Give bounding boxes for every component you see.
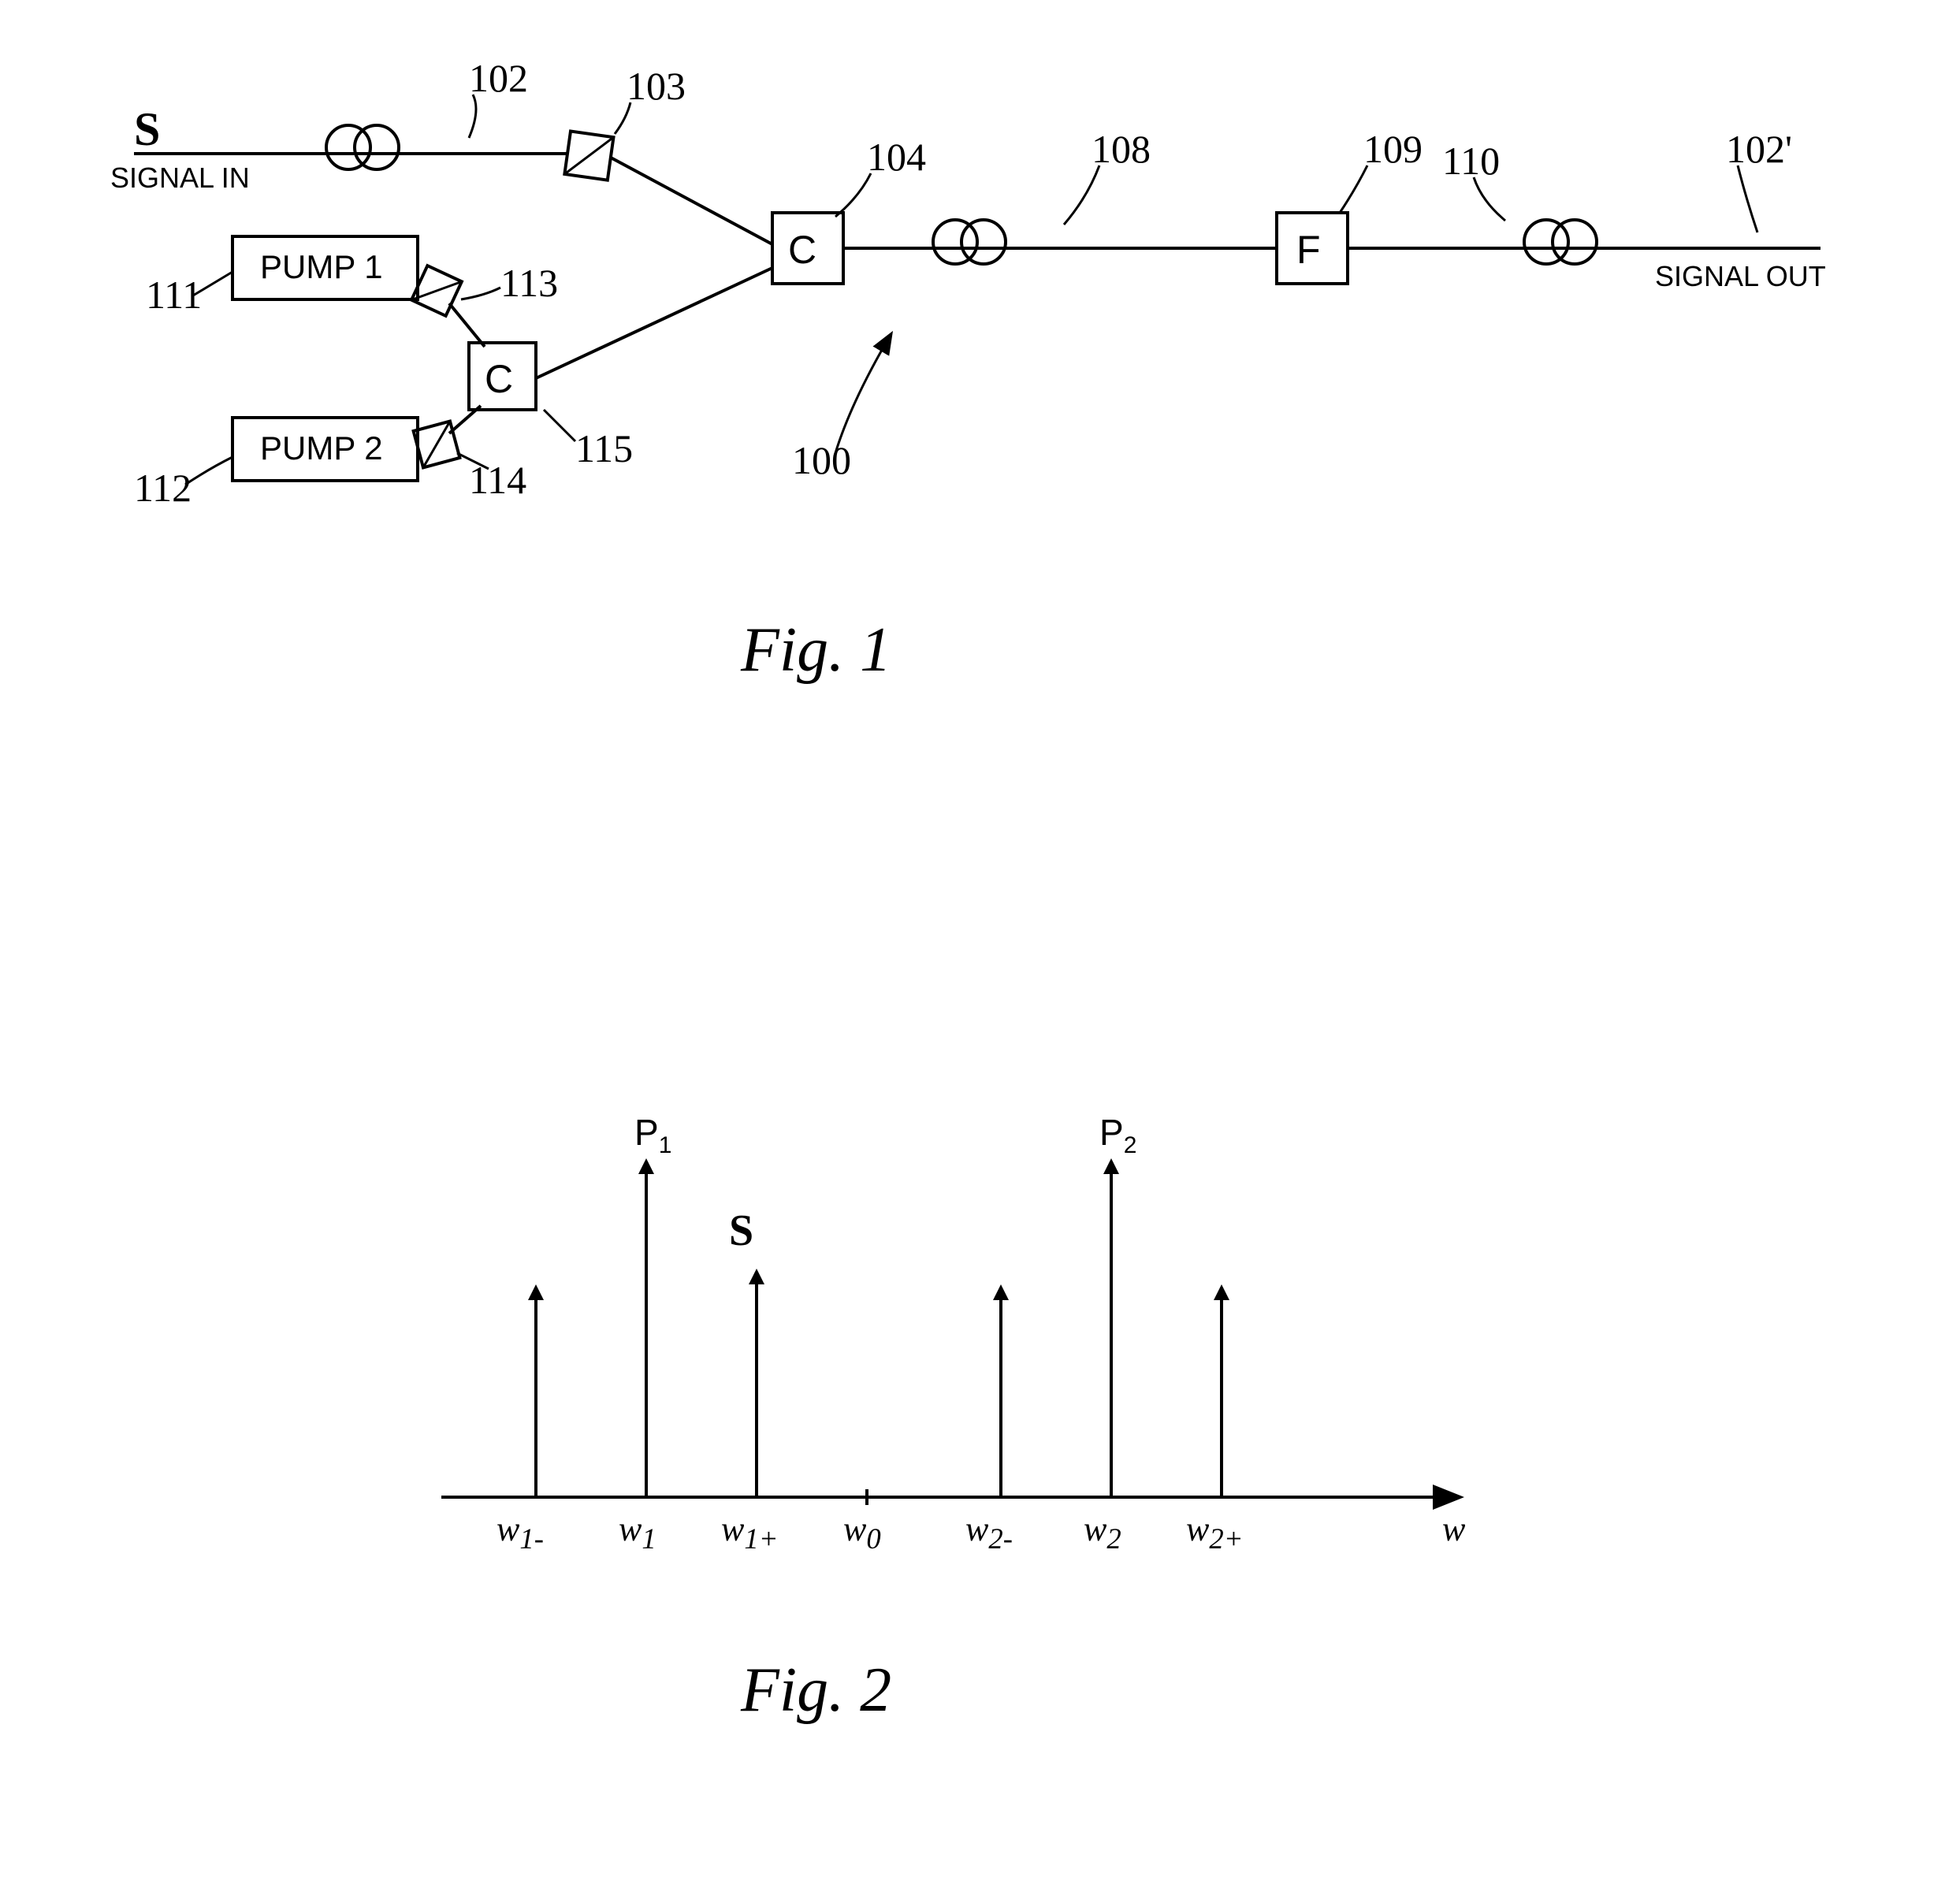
fig2-group — [441, 1158, 1458, 1505]
tick-w0: w0 — [843, 1509, 881, 1555]
tick-w1minus: w1- — [497, 1509, 544, 1555]
ref-104: 104 — [867, 134, 926, 180]
ref-113: 113 — [500, 260, 558, 306]
filter-label: F — [1296, 227, 1321, 273]
ref-108: 108 — [1092, 126, 1151, 172]
p1-label: P1 — [634, 1111, 671, 1159]
ref-102-prime: 102' — [1726, 126, 1792, 172]
ref-110: 110 — [1442, 138, 1500, 184]
coupler-115-label: C — [485, 356, 513, 402]
fig1-group — [134, 95, 1821, 485]
signal-in-label: SIGNAL IN — [110, 162, 250, 195]
tick-w: w — [1442, 1509, 1465, 1549]
tick-w2minus: w2- — [965, 1509, 1013, 1555]
signal-out-label: SIGNAL OUT — [1655, 260, 1826, 293]
tick-w1: w1 — [619, 1509, 656, 1555]
signal-s-label: S — [134, 102, 160, 157]
tick-w2: w2 — [1084, 1509, 1121, 1555]
p2-label: P2 — [1099, 1111, 1136, 1159]
ref-112: 112 — [134, 465, 192, 511]
ref-100: 100 — [792, 437, 851, 483]
pump1-label: PUMP 1 — [260, 248, 383, 286]
ref-114: 114 — [469, 457, 526, 503]
ref-103: 103 — [627, 63, 686, 109]
pump2-label: PUMP 2 — [260, 429, 383, 467]
ref-109: 109 — [1363, 126, 1423, 172]
fig2-title: Fig. 2 — [741, 1655, 891, 1726]
fig1-title: Fig. 1 — [741, 615, 891, 686]
ref-115: 115 — [575, 426, 633, 471]
ref-111: 111 — [146, 272, 202, 318]
tick-w1plus: w1+ — [721, 1509, 778, 1555]
ref-102: 102 — [469, 55, 528, 101]
figure-svg — [32, 32, 1923, 1844]
fig2-s-label: S — [729, 1206, 753, 1256]
diagram-container: S SIGNAL IN SIGNAL OUT PUMP 1 PUMP 2 C C… — [32, 32, 1923, 1844]
tick-w2plus: w2+ — [1186, 1509, 1243, 1555]
coupler-104-label: C — [788, 227, 816, 273]
